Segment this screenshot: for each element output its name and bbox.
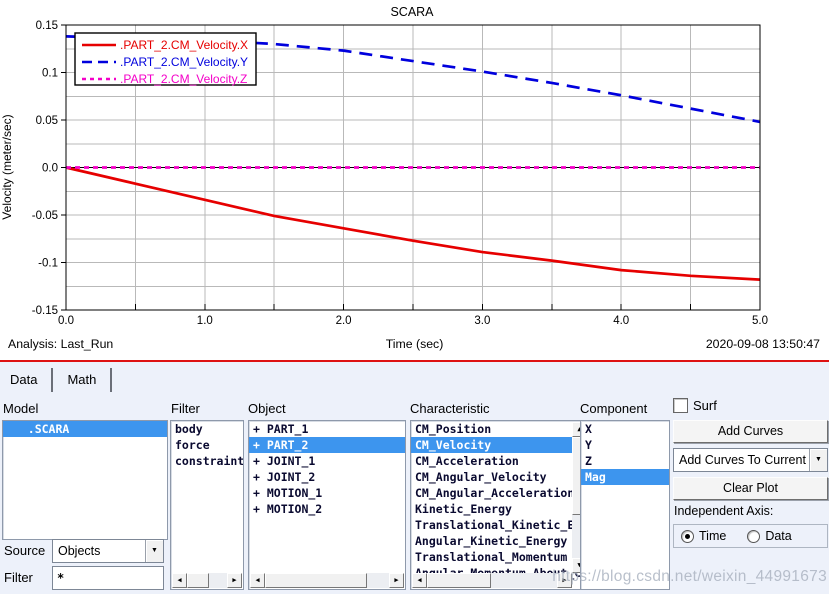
svg-text:4.0: 4.0: [613, 315, 629, 327]
source-dropdown[interactable]: Objects ▼: [52, 539, 164, 563]
list-item[interactable]: Angular_Kinetic_Energy: [415, 534, 568, 548]
x-axis-label: Time (sec): [385, 337, 444, 351]
list-item[interactable]: Translational_Kinetic_Energy: [415, 518, 588, 532]
svg-text:0.0: 0.0: [42, 163, 58, 175]
scroll-thumb[interactable]: [187, 573, 209, 588]
tab-separator: [110, 367, 113, 392]
svg-text:0.15: 0.15: [36, 20, 58, 32]
characteristic-listbox[interactable]: CM_Position CM_Velocity CM_Acceleration CM_…: [410, 420, 589, 590]
list-item[interactable]: + MOTION_2: [253, 502, 323, 516]
scroll-right-icon[interactable]: ▶: [557, 573, 572, 588]
y-axis-label: Velocity (meter/sec): [0, 114, 14, 219]
filter-hscrollbar[interactable]: ◀ ▶: [172, 573, 242, 588]
svg-text:1.0: 1.0: [197, 315, 213, 327]
radio-data[interactable]: [747, 529, 761, 543]
radio-time-label[interactable]: Time: [699, 529, 727, 543]
list-item[interactable]: + MOTION_1: [253, 486, 323, 500]
svg-text:3.0: 3.0: [474, 315, 490, 327]
tab-bar: Data Math: [0, 366, 116, 393]
svg-text:-0.05: -0.05: [32, 210, 58, 222]
list-item[interactable]: Z: [585, 454, 592, 468]
list-item[interactable]: constraint: [175, 454, 244, 468]
clear-plot-button[interactable]: Clear Plot: [673, 477, 828, 500]
plot-area: 0.0 1.0 2.0 3.0 4.0 5.0 -0.15 -0.1 -0.05 0.0 0.05 0…: [0, 5, 820, 351]
independent-axis-label: Independent Axis:: [674, 504, 774, 518]
timestamp: 2020-09-08 13:50:47: [705, 337, 820, 351]
svg-text:0.05: 0.05: [36, 115, 58, 127]
chart-title: SCARA: [390, 5, 434, 19]
list-item[interactable]: body: [175, 422, 203, 436]
list-item[interactable]: Translational_Momentum: [415, 550, 568, 564]
analysis-label: Analysis: Last_Run: [8, 337, 114, 351]
list-item[interactable]: X: [585, 422, 592, 436]
surf-checkbox[interactable]: [673, 398, 688, 413]
surf-label: Surf: [693, 398, 717, 413]
legend-entry: .PART_2.CM_Velocity.X: [120, 38, 248, 52]
list-item[interactable]: + JOINT_1: [253, 454, 316, 468]
component-label: Component: [580, 401, 648, 416]
list-item[interactable]: + JOINT_2: [253, 470, 316, 484]
tab-math[interactable]: Math: [67, 371, 97, 387]
svg-text:0.1: 0.1: [42, 68, 58, 80]
list-item[interactable]: CM_Acceleration: [415, 454, 519, 468]
divider-line: [0, 360, 829, 362]
svg-text:-0.15: -0.15: [32, 305, 58, 317]
scroll-left-icon[interactable]: ◀: [172, 573, 187, 588]
object-listbox[interactable]: ◀ ▶ + PART_1 + PART_2 + JOINT_1 + JOINT_2 + …: [248, 420, 406, 590]
source-value: Objects: [58, 544, 101, 558]
add-curves-button[interactable]: Add Curves: [673, 420, 828, 443]
add-mode-dropdown[interactable]: Add Curves To Current ▼: [673, 448, 828, 472]
radio-time[interactable]: [681, 529, 694, 543]
radio-data-label[interactable]: Data: [765, 529, 792, 543]
filter-label: Filter: [4, 570, 33, 585]
list-item[interactable]: CM_Angular_Velocity: [415, 470, 547, 484]
list-item[interactable]: + PART_1: [253, 422, 309, 436]
list-item[interactable]: Kinetic_Energy: [415, 502, 512, 516]
object-label: Object: [248, 401, 286, 416]
svg-text:-0.1: -0.1: [38, 258, 58, 270]
scroll-thumb[interactable]: [427, 573, 491, 588]
svg-text:5.0: 5.0: [752, 315, 768, 327]
filter-list-label: Filter: [171, 401, 200, 416]
object-hscrollbar[interactable]: ◀ ▶: [250, 573, 404, 588]
add-mode-value: Add Curves To Current: [679, 453, 806, 467]
independent-axis-group: Time Data: [673, 524, 828, 548]
legend-entry: .PART_2.CM_Velocity.Y: [120, 55, 248, 69]
curve-.PART_2.CM_Velocity.X[interactable]: [65, 166, 761, 281]
tab-separator: [51, 367, 54, 392]
list-item[interactable]: .SCARA: [3, 421, 167, 437]
model-label: Model: [3, 401, 39, 416]
list-item[interactable]: CM_Velocity: [411, 437, 573, 453]
list-item[interactable]: CM_Position: [415, 422, 492, 436]
characteristic-label: Characteristic: [410, 401, 490, 416]
list-item[interactable]: Y: [585, 438, 592, 452]
scroll-left-icon[interactable]: ◀: [250, 573, 265, 588]
chevron-down-icon[interactable]: ▼: [809, 449, 827, 471]
filter-listbox[interactable]: ◀ ▶ body force constraint: [170, 420, 244, 590]
scroll-left-icon[interactable]: ◀: [412, 573, 427, 588]
filter-input[interactable]: [52, 566, 164, 590]
source-label: Source: [4, 543, 46, 558]
legend-entry: .PART_2.CM_Velocity.Z: [120, 72, 247, 86]
list-item[interactable]: Mag: [581, 469, 669, 485]
list-item[interactable]: + PART_2: [249, 437, 405, 453]
svg-text:2.0: 2.0: [336, 315, 352, 327]
characteristic-hscrollbar[interactable]: ◀ ▶: [412, 573, 572, 588]
svg-text:0.0: 0.0: [58, 315, 74, 327]
scroll-right-icon[interactable]: ▶: [389, 573, 404, 588]
list-item[interactable]: CM_Angular_Acceleration: [415, 486, 575, 500]
scroll-thumb[interactable]: [265, 573, 367, 588]
scroll-right-icon[interactable]: ▶: [227, 573, 242, 588]
component-listbox[interactable]: X Y Z Mag: [580, 420, 670, 590]
tab-data[interactable]: Data: [10, 371, 38, 387]
chevron-down-icon[interactable]: ▼: [145, 540, 163, 562]
curve-builder-panel: Data Math Model Filter Object Characteri…: [0, 362, 829, 594]
model-listbox[interactable]: .SCARA: [2, 420, 168, 540]
list-item[interactable]: force: [175, 438, 210, 452]
